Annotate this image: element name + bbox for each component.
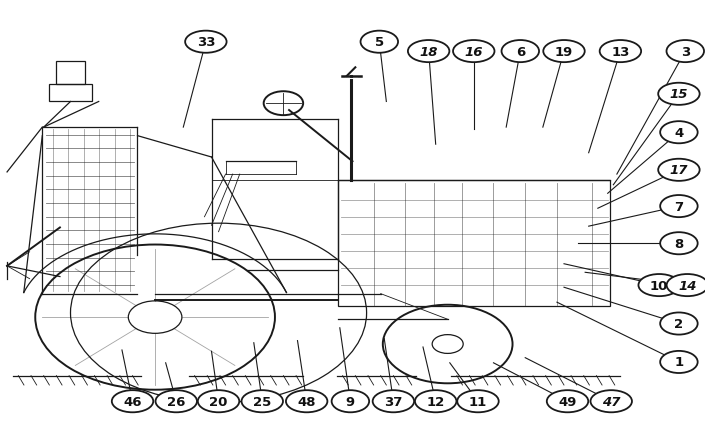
Ellipse shape xyxy=(453,41,494,63)
Text: 17: 17 xyxy=(670,164,688,177)
Ellipse shape xyxy=(658,159,699,181)
Ellipse shape xyxy=(198,390,239,412)
Text: 12: 12 xyxy=(427,395,445,408)
Ellipse shape xyxy=(501,41,539,63)
Text: 10: 10 xyxy=(650,279,668,292)
Ellipse shape xyxy=(360,32,398,54)
Ellipse shape xyxy=(331,390,369,412)
Ellipse shape xyxy=(112,390,153,412)
Ellipse shape xyxy=(458,390,498,412)
Ellipse shape xyxy=(600,41,641,63)
Text: 20: 20 xyxy=(209,395,228,408)
Text: 13: 13 xyxy=(611,46,630,58)
Text: 6: 6 xyxy=(515,46,525,58)
Text: 18: 18 xyxy=(419,46,438,58)
Text: 5: 5 xyxy=(375,36,384,49)
Text: 8: 8 xyxy=(674,237,684,250)
Text: 9: 9 xyxy=(346,395,355,408)
Text: 48: 48 xyxy=(298,395,316,408)
Ellipse shape xyxy=(660,196,698,218)
Text: 25: 25 xyxy=(253,395,271,408)
Ellipse shape xyxy=(591,390,632,412)
Text: 19: 19 xyxy=(555,46,573,58)
Ellipse shape xyxy=(660,122,698,144)
Text: 11: 11 xyxy=(469,395,487,408)
Text: 47: 47 xyxy=(602,395,620,408)
Ellipse shape xyxy=(408,41,449,63)
Ellipse shape xyxy=(660,351,698,373)
Ellipse shape xyxy=(544,41,584,63)
Text: 16: 16 xyxy=(465,46,483,58)
Text: 46: 46 xyxy=(123,395,142,408)
Ellipse shape xyxy=(639,274,680,296)
Ellipse shape xyxy=(242,390,283,412)
Bar xyxy=(56,62,85,85)
Text: 7: 7 xyxy=(675,200,683,213)
Text: 49: 49 xyxy=(558,395,577,408)
Ellipse shape xyxy=(547,390,588,412)
Ellipse shape xyxy=(666,41,704,63)
Text: 37: 37 xyxy=(384,395,403,408)
Text: 15: 15 xyxy=(670,88,688,101)
Ellipse shape xyxy=(660,233,698,255)
Ellipse shape xyxy=(658,83,699,106)
Text: 33: 33 xyxy=(197,36,215,49)
Ellipse shape xyxy=(286,390,327,412)
Text: 3: 3 xyxy=(680,46,690,58)
Ellipse shape xyxy=(660,313,698,335)
Ellipse shape xyxy=(373,390,414,412)
Text: 2: 2 xyxy=(675,317,683,330)
Bar xyxy=(49,85,92,102)
Text: 4: 4 xyxy=(674,127,684,139)
Ellipse shape xyxy=(185,32,226,54)
Ellipse shape xyxy=(415,390,456,412)
Ellipse shape xyxy=(156,390,197,412)
Text: 26: 26 xyxy=(167,395,185,408)
Text: 1: 1 xyxy=(675,356,683,368)
Ellipse shape xyxy=(667,274,705,296)
Text: 14: 14 xyxy=(678,279,697,292)
